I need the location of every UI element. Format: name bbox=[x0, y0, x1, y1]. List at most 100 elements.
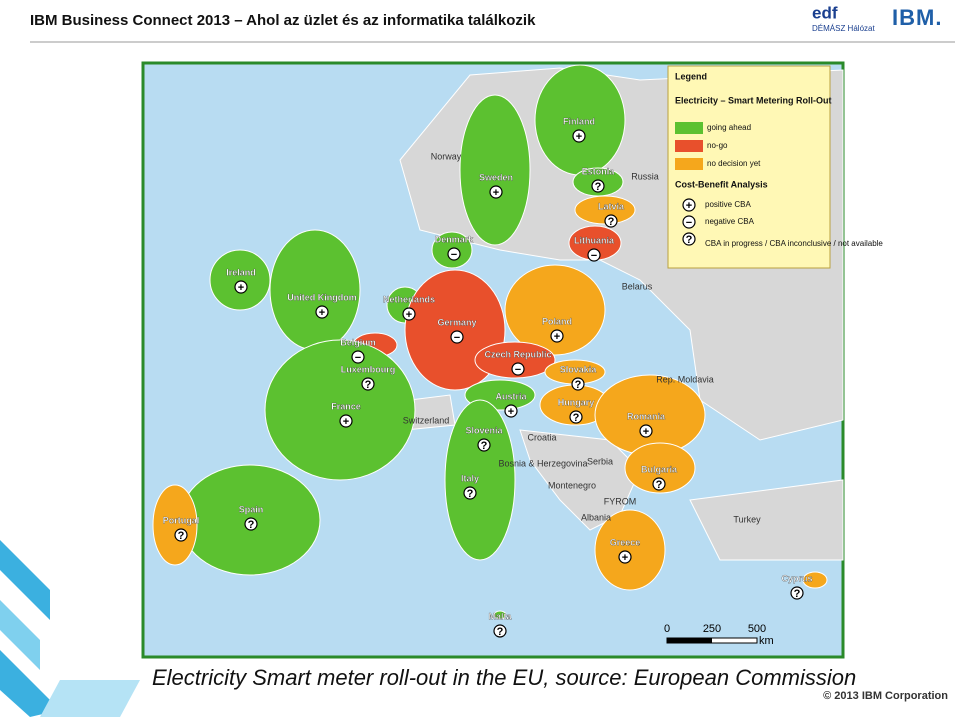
cba-symbol: ? bbox=[686, 234, 693, 246]
legend-label: positive CBA bbox=[705, 200, 751, 209]
cba-icon bbox=[450, 330, 464, 344]
legend: Legend Electricity – Smart Metering Roll… bbox=[667, 65, 883, 269]
cba-symbol: ? bbox=[497, 626, 504, 638]
country-label: Belgium bbox=[340, 337, 376, 347]
country-label: Norway bbox=[431, 151, 462, 161]
country-label: Italy bbox=[461, 473, 479, 483]
country-label: Romania bbox=[627, 411, 666, 421]
scale-unit: km bbox=[759, 635, 774, 647]
cba-symbol: ? bbox=[178, 530, 185, 542]
country-label: Croatia bbox=[527, 432, 556, 442]
country-label: Sweden bbox=[479, 172, 513, 182]
country-label: Ireland bbox=[226, 267, 256, 277]
cba-symbol: + bbox=[643, 426, 649, 438]
country-label: France bbox=[331, 401, 361, 411]
cba-symbol: ? bbox=[573, 412, 580, 424]
country-label: Hungary bbox=[558, 397, 595, 407]
caption: Electricity Smart meter roll-out in the … bbox=[152, 665, 856, 690]
cba-icon bbox=[447, 247, 461, 261]
cba-icon bbox=[652, 477, 666, 491]
country-label: Turkey bbox=[733, 514, 761, 524]
cba-icon bbox=[489, 185, 503, 199]
cba-icon bbox=[339, 414, 353, 428]
cba-icon bbox=[682, 215, 696, 229]
country-shape bbox=[493, 610, 507, 620]
cba-icon bbox=[504, 404, 518, 418]
country-label: Luxembourg bbox=[341, 364, 396, 374]
cba-icon bbox=[244, 517, 258, 531]
country-label: Bulgaria bbox=[641, 464, 678, 474]
country-shape bbox=[269, 229, 361, 351]
country-label: Austria bbox=[495, 391, 527, 401]
cba-symbol: ? bbox=[608, 216, 615, 228]
cba-icon bbox=[351, 350, 365, 364]
cba-symbol: ? bbox=[467, 488, 474, 500]
demasz-logo: DÉMÁSZ Hálózat bbox=[812, 24, 875, 33]
scale-label: 500 bbox=[748, 623, 766, 635]
cba-symbol: + bbox=[238, 282, 244, 294]
country-label: Finland bbox=[563, 116, 595, 126]
country-label: Malta bbox=[488, 611, 512, 621]
country-label: Serbia bbox=[587, 456, 613, 466]
cba-symbol: + bbox=[686, 200, 692, 212]
cba-icon bbox=[402, 307, 416, 321]
cba-icon bbox=[174, 528, 188, 542]
edf-logo: edf bbox=[812, 3, 838, 22]
country-label: Lithuania bbox=[574, 235, 615, 245]
scale-label: 250 bbox=[703, 623, 721, 635]
legend-swatch bbox=[675, 140, 703, 152]
legend-swatch bbox=[675, 122, 703, 134]
cba-icon bbox=[315, 305, 329, 319]
cba-icon bbox=[463, 486, 477, 500]
country-label: Spain bbox=[239, 504, 264, 514]
country-shape bbox=[264, 339, 416, 481]
legend-label: negative CBA bbox=[705, 217, 755, 226]
cba-icon bbox=[682, 198, 696, 212]
country-label: Russia bbox=[631, 171, 659, 181]
country-label: Denmark bbox=[435, 234, 475, 244]
cba-symbol: − bbox=[591, 250, 597, 262]
country-label: Switzerland bbox=[403, 415, 450, 425]
country-label: United Kingdom bbox=[287, 292, 357, 302]
country-label: FYROM bbox=[604, 496, 637, 506]
cba-icon bbox=[591, 179, 605, 193]
legend-label: no decision yet bbox=[707, 159, 761, 168]
countries: Finland + Sweden + Estonia? Latvia? Lithuania −… bbox=[152, 64, 828, 638]
cba-icon bbox=[587, 248, 601, 262]
legend-swatch bbox=[675, 158, 703, 170]
cba-icon bbox=[569, 410, 583, 424]
legend-title: Legend bbox=[675, 71, 707, 81]
cba-icon bbox=[639, 424, 653, 438]
country-shape bbox=[802, 571, 828, 589]
scale-label: 0 bbox=[664, 623, 670, 635]
cba-icon bbox=[604, 214, 618, 228]
cba-symbol: ? bbox=[248, 519, 255, 531]
ibm-logo: IBM. bbox=[892, 5, 942, 30]
cba-symbol: + bbox=[493, 187, 499, 199]
country-label: Portugal bbox=[163, 515, 200, 525]
country-label: Slovakia bbox=[560, 364, 598, 374]
country-shape bbox=[594, 509, 666, 591]
country-shape bbox=[152, 484, 198, 566]
country-shape bbox=[474, 341, 556, 379]
country-label: Bosnia & Herzegovina bbox=[498, 458, 587, 468]
cba-title: Cost-Benefit Analysis bbox=[675, 179, 768, 189]
cba-symbol: − bbox=[451, 249, 457, 261]
cba-symbol: ? bbox=[595, 181, 602, 193]
cba-symbol: + bbox=[622, 552, 628, 564]
country-label: Latvia bbox=[598, 201, 625, 211]
cba-icon bbox=[790, 586, 804, 600]
country-label: Cyprus bbox=[781, 573, 812, 583]
country-label: Rep. Moldavia bbox=[656, 374, 714, 384]
country-label: Poland bbox=[542, 316, 572, 326]
country-label: Netherlands bbox=[383, 294, 435, 304]
cba-symbol: ? bbox=[656, 479, 663, 491]
cba-symbol: + bbox=[576, 131, 582, 143]
decor bbox=[0, 540, 140, 717]
country-shape bbox=[444, 399, 516, 561]
country-shape bbox=[459, 94, 531, 246]
cba-symbol: + bbox=[508, 406, 514, 418]
cba-symbol: − bbox=[355, 352, 361, 364]
